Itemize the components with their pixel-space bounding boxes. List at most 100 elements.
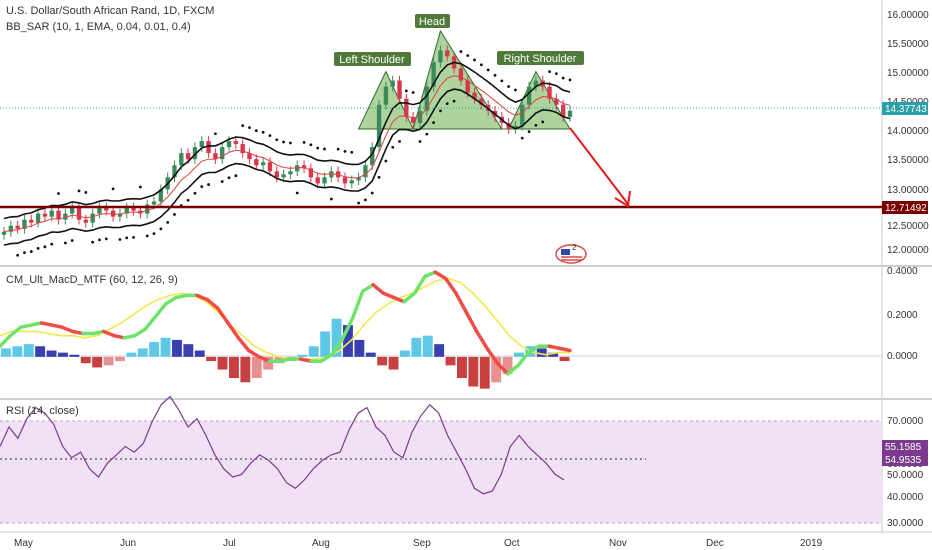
macd-line-segment [153, 302, 168, 319]
macd-line-segment [50, 323, 64, 329]
time-tick-nov: Nov [609, 538, 627, 549]
pattern-label-head-text: Head [419, 16, 445, 28]
sar-dot [500, 79, 504, 83]
candle-body [70, 207, 75, 214]
candle-body [281, 174, 286, 178]
macd-line-segment [319, 352, 334, 363]
pattern-label-head: Head [415, 14, 450, 28]
indicator-title: BB_SAR (10, 1, EMA, 0.04, 0.01, 0.4) [6, 21, 191, 33]
sar-dot [398, 140, 401, 143]
sar-dot [29, 250, 33, 253]
pattern-label-right-shoulder: Right Shoulder [497, 51, 584, 65]
sar-dot [166, 220, 170, 224]
upper-band [3, 61, 571, 220]
macd-histogram-bar [502, 356, 513, 374]
candle-body [151, 201, 157, 205]
candle-body [431, 62, 436, 87]
candle-body [233, 141, 239, 145]
macd-histogram-bar [183, 344, 194, 357]
macd-line-segment [526, 344, 541, 355]
sar-dot [63, 241, 67, 245]
candle-body [213, 153, 218, 160]
macd-histogram-bar [320, 331, 331, 357]
macd-histogram-bar [115, 356, 125, 362]
rsi-badge-high: 55.1585 [882, 440, 928, 453]
sar-dot [302, 140, 306, 144]
rsi-badge-low: 54.9535 [882, 453, 928, 466]
candle-body [376, 104, 382, 148]
sar-dot [91, 240, 95, 244]
candle-body [397, 80, 402, 99]
pattern-label-left-shoulder-text: Left Shoulder [339, 54, 405, 66]
macd-line-segment [423, 270, 438, 279]
sar-dot [316, 146, 320, 150]
macd-tick: 0.0000 [887, 351, 918, 362]
sar-dot [104, 237, 108, 241]
sar-dot [200, 185, 204, 188]
sar-dot [364, 198, 367, 202]
candle-body [288, 171, 293, 175]
candle-body [172, 165, 177, 178]
macd-line-segment [443, 276, 458, 296]
sar-dot [132, 236, 135, 239]
macd-histogram-bar [229, 356, 239, 379]
candle-body [458, 68, 464, 81]
macd-histogram-bar [365, 352, 376, 357]
candle-body [15, 225, 20, 229]
candle-body [110, 210, 116, 217]
candle-body [315, 177, 320, 184]
sar-dot [548, 70, 551, 74]
candle-body [1, 231, 7, 235]
sar-dot [36, 247, 40, 250]
price-tick: 14.00000 [887, 126, 929, 137]
sar-dot [70, 239, 74, 242]
macd-histogram-bar [217, 356, 228, 370]
candle-body [179, 153, 184, 166]
sar-dot [377, 175, 381, 179]
sar-dot [254, 129, 258, 133]
macd-line-segment [278, 357, 292, 363]
sar-dot [173, 213, 176, 216]
rsi-band [0, 421, 882, 523]
sar-dot [213, 132, 217, 136]
sar-dot [118, 238, 122, 241]
sar-dot [43, 245, 47, 249]
rsi-tick: 40.0000 [887, 492, 924, 503]
macd-line-segment [246, 348, 261, 359]
candle-body [329, 171, 334, 178]
macd-histogram-bar [1, 348, 11, 357]
macd-line-segment [174, 293, 189, 300]
macd-line-segment [60, 325, 75, 334]
macd-line-segment [454, 291, 469, 315]
sar-dot [411, 91, 415, 94]
macd-line-segment [0, 333, 13, 349]
sar-dot [370, 191, 374, 195]
rsi-axis: 70.0000 60.0000 50.0000 40.0000 30.0000 [887, 416, 924, 529]
candle-body [220, 147, 225, 160]
sar-dot [186, 198, 190, 202]
time-axis: May Jun Jul Aug Sep Oct Nov Dec 2019 [14, 538, 823, 549]
macd-lines [0, 270, 572, 376]
sar-dot [418, 140, 422, 143]
chart-title: U.S. Dollar/South African Rand, 1D, FXCM [6, 5, 214, 17]
candle-body [560, 104, 566, 117]
candlestick-series [1, 45, 573, 240]
rsi-tick: 70.0000 [887, 416, 924, 427]
sar-dot [125, 236, 129, 240]
sar-dot [295, 191, 299, 195]
candle-body [247, 153, 252, 160]
sar-dot [234, 174, 238, 178]
candle-body [410, 116, 416, 123]
macd-line-segment [226, 321, 241, 340]
macd-histogram-bar [354, 339, 365, 357]
sar-dot [16, 253, 20, 257]
macd-histogram-bar [479, 356, 490, 389]
parabolic-sar-dots [16, 50, 572, 257]
macd-histogram-bar [297, 354, 308, 357]
panel-frame [0, 0, 932, 533]
macd-histogram-bar [536, 348, 547, 357]
last-price-badge: 14.37743 [882, 102, 928, 115]
price-tick: 12.00000 [887, 245, 929, 256]
sar-dot [404, 89, 408, 93]
